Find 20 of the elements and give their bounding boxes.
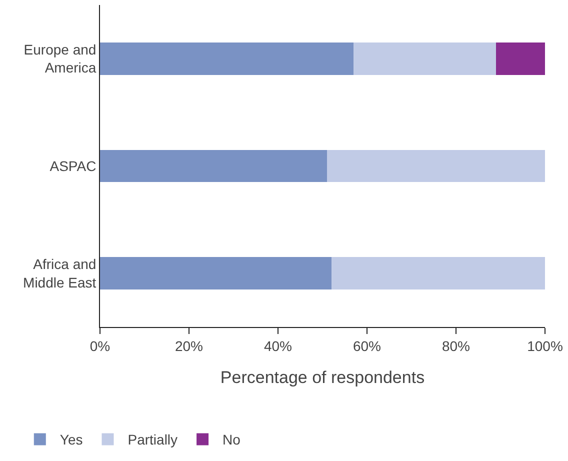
- legend-label: Yes: [60, 432, 83, 448]
- y-tick-label: Europe and America: [24, 41, 96, 76]
- x-tick-label: 40%: [264, 338, 292, 354]
- bar: [326, 150, 545, 182]
- y-tick-label: Africa and Middle East: [23, 256, 96, 290]
- bar: [100, 42, 354, 75]
- bar: [354, 42, 496, 75]
- x-tick-label: 80%: [442, 338, 470, 354]
- x-tick-label: 100%: [527, 338, 563, 354]
- x-tick-label: 20%: [174, 338, 204, 354]
- y-tick-label: ASPAC: [50, 158, 96, 174]
- legend-label: No: [222, 432, 241, 448]
- bar: [496, 42, 545, 75]
- x-tick-label: 60%: [352, 338, 382, 354]
- x-axis-title: Percentage of respondents: [220, 368, 425, 388]
- legend-label: Partially: [128, 432, 178, 448]
- bar: [100, 257, 332, 290]
- bar: [100, 150, 327, 182]
- x-tick-label: 0%: [90, 338, 110, 354]
- bar: [331, 257, 545, 290]
